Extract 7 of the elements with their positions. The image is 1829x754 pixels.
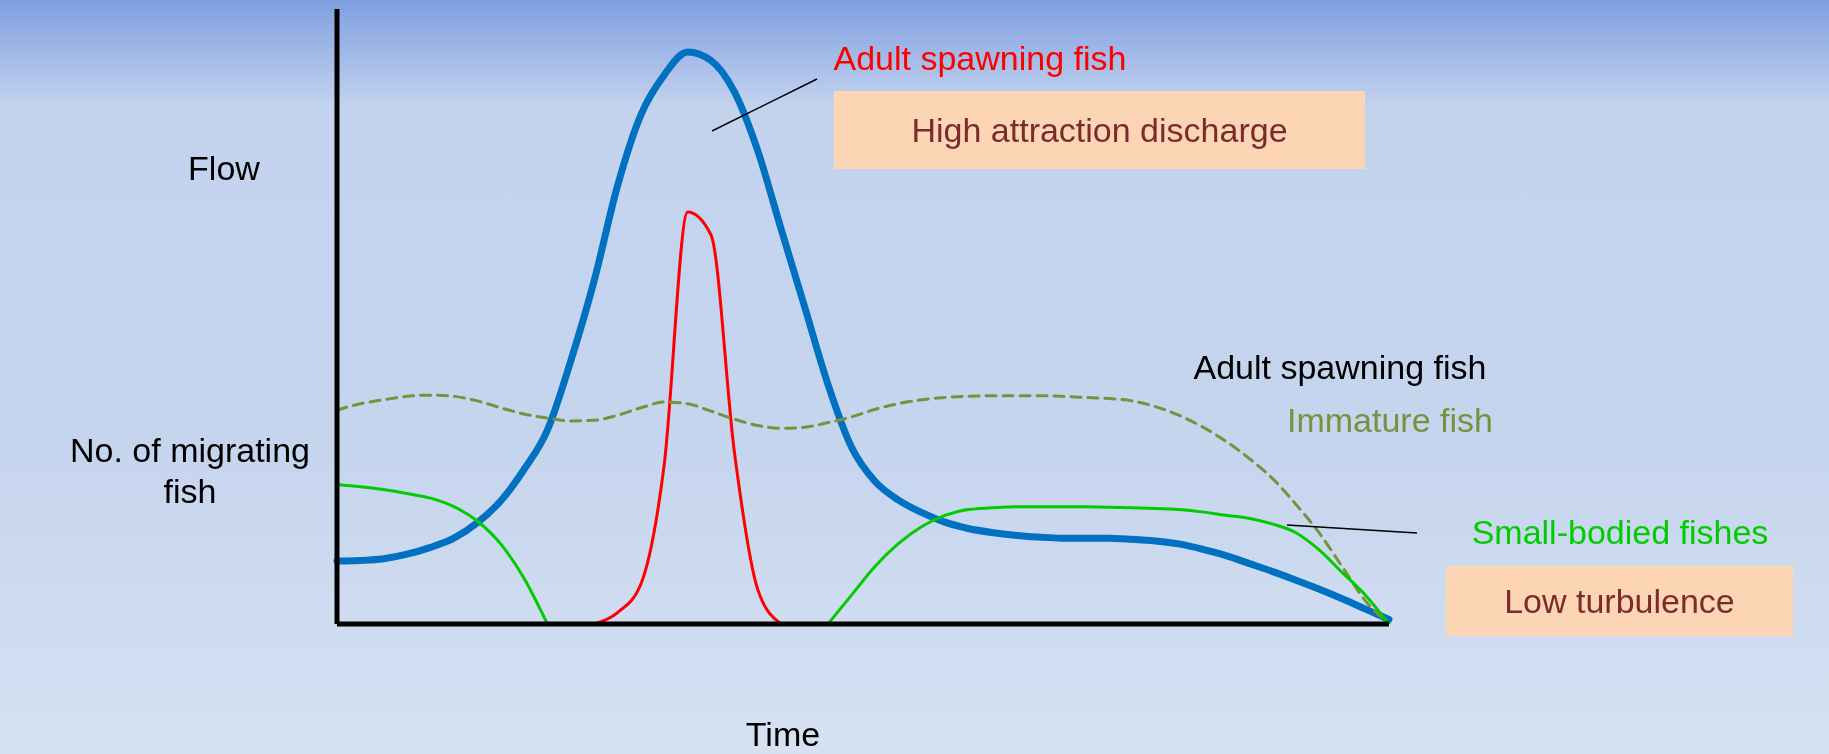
text: Small-bodied fishes — [1470, 512, 1770, 553]
series-label: Immature fish — [1286, 400, 1494, 441]
text: No. of migrating fish — [69, 430, 311, 512]
x-axis-title: Time — [744, 714, 822, 754]
y-axis-title: Flow — [187, 148, 261, 189]
text: Adult spawning fish — [832, 38, 1128, 79]
annotation: Adult spawning fish — [1192, 347, 1488, 388]
